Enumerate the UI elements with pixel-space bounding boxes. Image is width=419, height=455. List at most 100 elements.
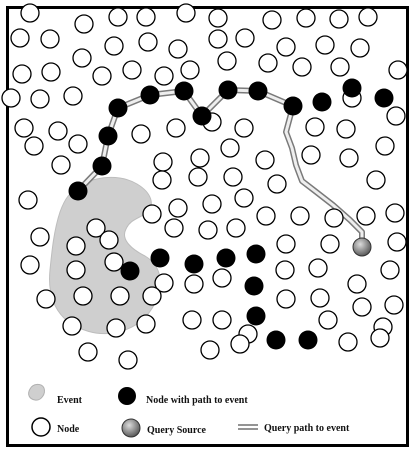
node	[318, 310, 338, 330]
legend-node-swatch	[31, 417, 51, 437]
node	[267, 174, 287, 194]
node	[339, 148, 359, 168]
node	[20, 3, 40, 23]
node	[388, 60, 408, 80]
node	[234, 118, 254, 138]
node	[63, 86, 83, 106]
node	[78, 342, 98, 362]
node-with-path	[283, 96, 303, 116]
node	[152, 170, 172, 190]
node	[99, 230, 119, 250]
node	[386, 106, 406, 126]
node	[366, 170, 386, 190]
event-region	[49, 177, 161, 335]
node	[142, 286, 162, 306]
node	[30, 227, 50, 247]
node-with-path	[248, 81, 268, 101]
node	[352, 297, 372, 317]
node	[66, 236, 86, 256]
node	[168, 198, 188, 218]
node	[166, 118, 186, 138]
node	[301, 145, 321, 165]
node	[153, 152, 173, 172]
node	[12, 64, 32, 84]
node	[138, 32, 158, 52]
node	[338, 332, 358, 352]
node	[74, 14, 94, 34]
node	[296, 8, 316, 28]
legend: Event Node with path to event Node Query…	[28, 383, 350, 438]
node	[315, 35, 335, 55]
node	[142, 204, 162, 224]
plain-nodes	[1, 3, 408, 370]
node	[198, 220, 218, 240]
node-with-path	[92, 156, 112, 176]
node-with-path	[192, 106, 212, 126]
node	[188, 167, 208, 187]
node	[226, 218, 246, 238]
legend-node-label: Node	[57, 424, 80, 435]
node	[92, 66, 112, 86]
node	[51, 155, 71, 175]
node	[190, 148, 210, 168]
node	[72, 48, 92, 68]
node	[329, 9, 349, 29]
node	[168, 39, 188, 59]
node	[20, 255, 40, 275]
node	[255, 150, 275, 170]
legend-path-node-swatch	[118, 387, 136, 405]
node	[118, 350, 138, 370]
node	[136, 7, 156, 27]
node	[122, 60, 142, 80]
node	[356, 206, 376, 226]
legend-query-path-label: Query path to event	[264, 423, 350, 434]
node	[68, 134, 88, 154]
node-with-path	[108, 98, 128, 118]
legend-query-source-label: Query Source	[147, 425, 207, 436]
node-with-path	[140, 85, 160, 105]
legend-event-label: Event	[57, 395, 83, 406]
node	[212, 268, 232, 288]
node	[262, 10, 282, 30]
node-with-path	[68, 181, 88, 201]
node	[41, 62, 61, 82]
node	[40, 29, 60, 49]
legend-event-swatch	[28, 383, 45, 401]
node	[48, 121, 68, 141]
node	[375, 136, 395, 156]
node	[104, 252, 124, 272]
node	[30, 89, 50, 109]
node-with-path	[246, 306, 266, 326]
node	[176, 3, 196, 23]
node	[180, 60, 200, 80]
node	[66, 260, 86, 280]
node	[182, 310, 202, 330]
node	[24, 136, 44, 156]
node	[200, 340, 220, 360]
node	[324, 208, 344, 228]
node	[108, 7, 128, 27]
node	[154, 66, 174, 86]
node-with-path	[298, 330, 318, 350]
node	[380, 260, 400, 280]
node	[202, 194, 222, 214]
legend-query-path-swatch	[238, 424, 258, 430]
node	[370, 328, 390, 348]
node	[110, 286, 130, 306]
node-with-path	[98, 126, 118, 146]
node	[10, 28, 30, 48]
legend-query-source-swatch	[121, 418, 141, 438]
node-with-path	[184, 254, 204, 274]
node	[290, 206, 310, 226]
node-with-path	[374, 88, 394, 108]
node	[217, 51, 237, 71]
node-with-path	[174, 81, 194, 101]
node	[276, 289, 296, 309]
node-with-path	[244, 276, 264, 296]
node	[320, 234, 340, 254]
node	[14, 118, 34, 138]
node	[86, 218, 106, 238]
node	[358, 7, 378, 27]
node	[276, 234, 296, 254]
